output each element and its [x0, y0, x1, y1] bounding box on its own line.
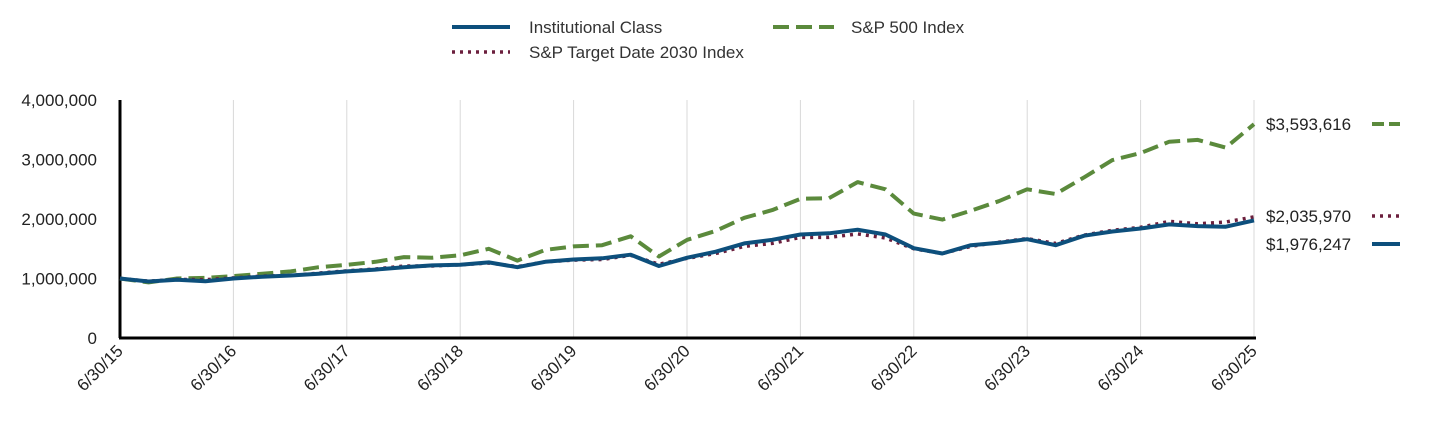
legend-label: S&P 500 Index	[851, 18, 965, 37]
x-tick-label: 6/30/16	[187, 341, 241, 395]
chart-axes	[118, 100, 1256, 340]
legend-label: Institutional Class	[529, 18, 662, 37]
y-tick-label: 3,000,000	[21, 151, 97, 170]
x-axis-ticks: 6/30/15 6/30/16 6/30/17 6/30/18 6/30/19 6/30/…	[73, 341, 1261, 395]
x-tick-label: 6/30/23	[980, 341, 1034, 395]
end-value-label: $2,035,970	[1266, 207, 1351, 226]
series-line-0	[119, 218, 1255, 284]
y-tick-label: 0	[88, 329, 97, 348]
series-layer	[119, 122, 1256, 285]
x-tick-label: 6/30/18	[413, 341, 467, 395]
y-tick-label: 1,000,000	[21, 270, 97, 289]
end-value-label: $1,976,247	[1266, 235, 1351, 254]
y-tick-label: 4,000,000	[21, 91, 97, 110]
y-axis-ticks: 0 1,000,000 2,000,000 3,000,000 4,000,000	[21, 91, 97, 348]
legend-label: S&P Target Date 2030 Index	[529, 43, 744, 62]
x-tick-label: 6/30/20	[640, 341, 694, 395]
x-tick-label: 6/30/17	[300, 341, 354, 395]
x-tick-label: 6/30/19	[527, 341, 581, 395]
chart-grid	[232, 100, 1255, 338]
x-tick-label: 6/30/21	[754, 341, 808, 395]
y-tick-label: 2,000,000	[21, 210, 97, 229]
legend: Institutional Class S&P 500 Index S&P Targ…	[452, 18, 965, 62]
series-line-1	[119, 122, 1256, 285]
x-tick-label: 6/30/15	[73, 341, 127, 395]
x-tick-label: 6/30/24	[1094, 341, 1148, 395]
end-value-label: $3,593,616	[1266, 115, 1351, 134]
x-tick-label: 6/30/22	[867, 341, 921, 395]
end-labels: $3,593,616 $2,035,970 $1,976,247	[1266, 115, 1400, 254]
x-tick-label: 6/30/25	[1207, 341, 1261, 395]
